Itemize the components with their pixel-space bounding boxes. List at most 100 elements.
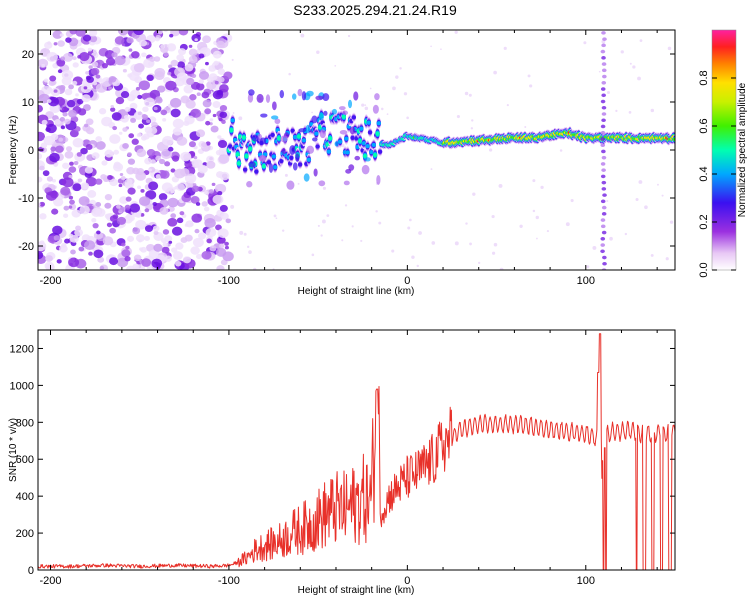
noise-blob [110,104,114,108]
noise-blob [158,193,168,201]
carrier-blob [276,136,282,141]
noise-blob [184,63,194,72]
carrier-streak [281,147,286,155]
noise-blob [208,189,214,194]
noise-blob [191,213,203,223]
noise-speck [471,119,474,122]
noise-speck [570,198,574,203]
noise-blob [153,106,158,111]
noise-blob [188,55,198,64]
noise-blob [214,80,219,85]
carrier-streak [372,104,379,114]
carrier-streak [312,137,318,142]
noise-blob [190,108,202,118]
noise-blob [97,256,105,263]
carrier-streak [265,94,271,103]
stripe-blob [601,112,607,116]
noise-speck [532,209,536,213]
noise-blob [129,203,141,213]
stripe-blob [602,37,607,41]
noise-speck [364,104,367,106]
carrier-blob [247,146,253,151]
noise-blob [205,120,211,126]
noise-blob [74,228,84,237]
noise-blob [172,127,182,136]
noise-speck [399,67,402,70]
noise-blob [162,242,169,248]
noise-blob [110,107,116,112]
noise-blob [137,94,143,100]
noise-blob [188,179,194,184]
noise-blob [118,206,126,213]
stripe-blob [602,74,607,79]
noise-blob [38,104,44,113]
noise-blob [62,112,68,117]
noise-speck [454,30,458,34]
noise-blob [127,215,135,222]
noise-blob [77,178,83,183]
noise-blob [64,151,74,159]
carrier-streak [349,126,356,135]
noise-blob [116,216,127,225]
noise-blob [46,99,52,104]
noise-blob [222,251,234,262]
noise-blob [111,112,122,121]
noise-blob [38,58,49,68]
noise-speck [360,239,363,242]
noise-speck [650,108,655,113]
carrier-streak [289,145,296,155]
noise-blob [146,74,154,82]
noise-blob [109,178,118,187]
noise-blob [209,245,217,252]
noise-blob [68,84,74,90]
carrier-streak [343,180,350,186]
noise-speck [320,234,323,237]
noise-blob [49,152,60,163]
noise-speck [238,116,243,121]
noise-speck [464,91,469,96]
noise-speck [431,241,436,245]
carrier-streak [331,108,338,115]
carrier-blob [254,169,259,174]
noise-blob [92,49,97,53]
carrier-blob [241,135,247,140]
noise-blob [218,117,223,122]
noise-blob [176,136,188,146]
noise-blob [155,174,162,179]
stripe-blob [601,43,606,48]
colorbar-label: Normalized spectral amplitude [737,82,748,217]
spectrogram-y-tick-label: 10 [22,97,34,109]
noise-speck [351,225,354,228]
noise-speck [380,107,384,111]
noise-blob [216,40,226,49]
carrier-streak [280,135,288,143]
noise-speck [311,111,313,114]
snr-y-tick-label: 1200 [10,343,34,355]
stripe-blob [602,261,607,266]
noise-blob [75,225,82,231]
noise-blob [107,175,113,180]
noise-blob [86,76,94,83]
carrier-blob [361,141,367,146]
noise-blob [84,240,96,251]
noise-speck [472,192,476,196]
noise-speck [606,91,610,95]
noise-blob [58,137,64,142]
noise-blob [223,71,233,80]
noise-speck [586,265,590,269]
noise-blob [116,204,121,209]
noise-blob [69,161,74,166]
noise-blob [50,146,57,152]
noise-blob [176,54,184,61]
noise-blob [63,118,71,125]
noise-blob [219,171,230,181]
stripe-blob [600,162,606,166]
noise-blob [95,74,101,79]
carrier-streak [318,180,326,187]
noise-blob [49,75,57,82]
stripe-blob [601,168,606,172]
noise-blob [202,35,212,44]
noise-blob [176,72,187,82]
carrier-streak [305,124,310,134]
noise-speck [253,267,257,270]
